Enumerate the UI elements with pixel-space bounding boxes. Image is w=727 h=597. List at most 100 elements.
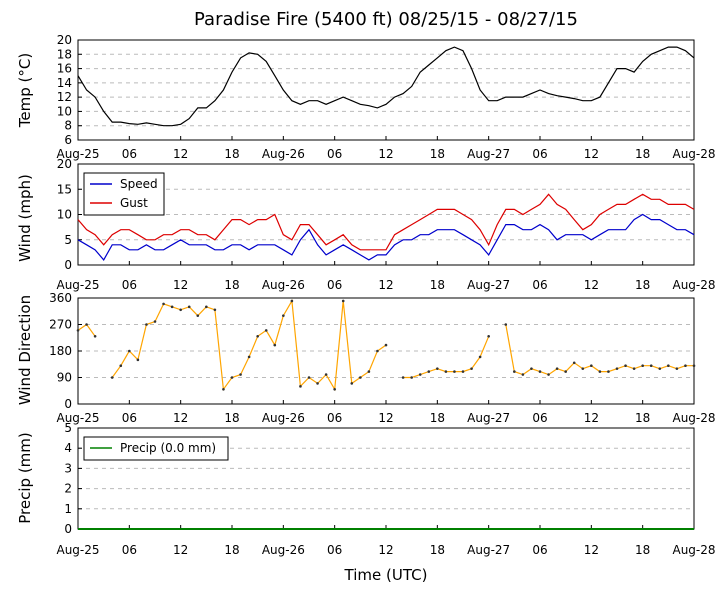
x-tick-label: Aug-26 — [262, 147, 305, 161]
data-point — [145, 323, 148, 326]
x-tick-label: 06 — [327, 543, 342, 557]
y-tick-label: 12 — [57, 90, 72, 104]
data-point — [418, 373, 422, 376]
series-line-speed — [77, 213, 695, 261]
x-tick-label: Aug-25 — [56, 411, 99, 425]
data-point — [572, 361, 576, 365]
data-point — [675, 367, 679, 370]
data-point — [273, 343, 277, 347]
y-tick-label: 180 — [49, 344, 72, 358]
data-point — [401, 376, 405, 379]
x-tick-label: 18 — [635, 411, 650, 425]
data-point — [667, 364, 670, 368]
x-tick-label: Aug-28 — [672, 147, 715, 161]
y-tick-label: 8 — [64, 119, 72, 133]
x-tick-label: 18 — [224, 411, 239, 425]
data-point — [153, 320, 157, 323]
data-point — [333, 387, 336, 391]
x-tick-label: Aug-27 — [467, 543, 510, 557]
x-tick-label: 12 — [173, 411, 188, 425]
data-point — [316, 382, 319, 385]
data-point — [649, 364, 653, 368]
data-point — [410, 376, 413, 379]
x-tick-label: 12 — [378, 411, 393, 425]
x-tick-label: 06 — [122, 543, 137, 557]
data-point — [341, 299, 345, 303]
x-tick-label: 12 — [173, 278, 188, 292]
data-point — [222, 387, 225, 391]
x-tick-label: Aug-25 — [56, 278, 99, 292]
data-point — [247, 355, 251, 359]
data-point — [453, 370, 456, 373]
data-point — [564, 370, 567, 373]
data-point — [290, 299, 294, 303]
data-point — [478, 355, 482, 359]
y-tick-label: 1 — [64, 502, 72, 516]
data-point — [324, 373, 328, 376]
y-tick-label: 10 — [57, 208, 72, 222]
data-point — [110, 376, 114, 379]
data-point — [85, 323, 88, 326]
data-point — [367, 370, 371, 373]
legend-label: Precip (0.0 mm) — [120, 441, 216, 455]
x-axis-label: Time (UTC) — [344, 566, 428, 584]
y-tick-label: 2 — [64, 482, 72, 496]
x-tick-label: 18 — [430, 147, 445, 161]
series-line-p0-s0 — [77, 46, 695, 127]
y-tick-label: 14 — [57, 76, 72, 90]
y-tick-label: 360 — [49, 291, 72, 305]
x-tick-label: Aug-26 — [262, 278, 305, 292]
data-point — [119, 364, 123, 368]
data-point — [624, 364, 627, 368]
data-point — [504, 323, 508, 326]
x-tick-label: 18 — [635, 543, 650, 557]
data-point — [684, 364, 687, 368]
x-tick-label: 18 — [224, 543, 239, 557]
data-point — [136, 358, 140, 362]
x-tick-label: 18 — [430, 411, 445, 425]
y-axis-label: Wind (mph) — [16, 174, 34, 262]
data-point — [76, 329, 80, 332]
y-tick-label: 20 — [57, 157, 72, 171]
y-tick-label: 10 — [57, 104, 72, 118]
y-axis-label: Wind Direction — [16, 295, 34, 405]
x-tick-label: 06 — [532, 411, 547, 425]
data-point — [230, 376, 234, 379]
x-tick-label: 12 — [378, 278, 393, 292]
figure-title: Paradise Fire (5400 ft) 08/25/15 - 08/27… — [194, 9, 578, 30]
data-point — [162, 302, 165, 306]
y-tick-label: 16 — [57, 62, 72, 76]
data-point — [427, 370, 431, 373]
x-tick-label: 18 — [430, 278, 445, 292]
x-tick-label: Aug-28 — [672, 278, 715, 292]
x-tick-label: 18 — [224, 278, 239, 292]
x-tick-label: Aug-27 — [467, 278, 510, 292]
data-point — [461, 370, 465, 373]
data-point — [282, 314, 285, 317]
plot-frame — [77, 297, 695, 405]
data-point — [350, 382, 354, 385]
x-tick-label: 06 — [327, 411, 342, 425]
data-point — [658, 367, 662, 370]
y-tick-label: 0 — [64, 397, 72, 411]
x-tick-label: 06 — [122, 411, 137, 425]
x-tick-label: 12 — [584, 147, 599, 161]
x-tick-label: 12 — [584, 543, 599, 557]
y-tick-label: 0 — [64, 522, 72, 536]
data-point — [196, 314, 200, 317]
data-point — [470, 367, 473, 370]
data-point — [615, 367, 619, 370]
panel-1: 0 5 10 15 20 Aug-25 06 12 18 Aug-26 06 12 18 Aug-27 06… — [16, 157, 716, 292]
data-point — [436, 367, 439, 370]
data-point — [187, 305, 191, 309]
series-line-gust — [77, 193, 695, 251]
x-tick-label: 06 — [122, 147, 137, 161]
data-point — [256, 334, 259, 338]
data-point — [128, 349, 131, 353]
data-point — [641, 364, 644, 368]
data-point — [444, 370, 448, 373]
x-tick-label: 12 — [173, 147, 188, 161]
x-tick-label: 18 — [430, 543, 445, 557]
y-axis-label: Temp (°C) — [16, 53, 34, 128]
